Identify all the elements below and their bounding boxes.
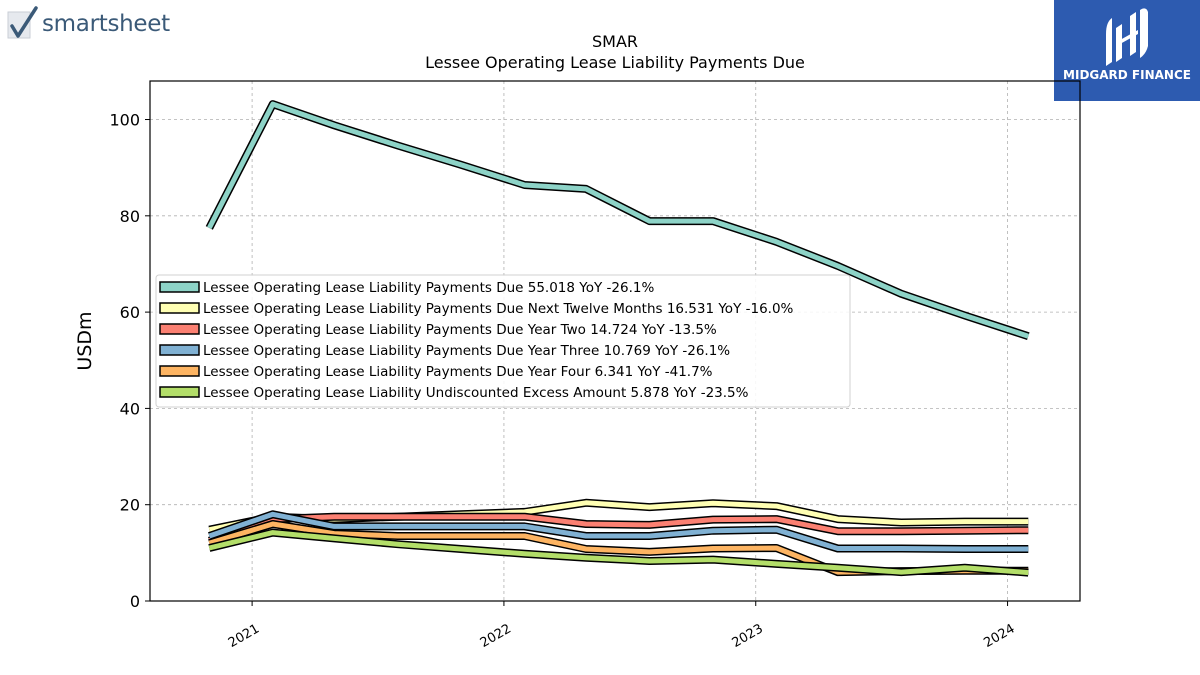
legend-swatch	[159, 344, 200, 356]
series-line	[208, 514, 1029, 544]
x-tick-label: 2023	[730, 621, 766, 651]
legend-entry: Lessee Operating Lease Liability Undisco…	[203, 385, 749, 401]
legend-entry: Lessee Operating Lease Liability Payment…	[203, 322, 717, 338]
series-2	[208, 512, 1029, 545]
x-axis-ticks: 2021 2022 2023 2024	[226, 601, 1018, 651]
legend-entry: Lessee Operating Lease Liability Payment…	[203, 280, 654, 296]
x-tick-label: 2024	[981, 621, 1017, 651]
legend-swatch	[159, 386, 200, 398]
legend-entry: Lessee Operating Lease Liability Payment…	[203, 301, 794, 317]
legend-swatch	[159, 365, 200, 377]
y-tick-label: 40	[120, 399, 140, 418]
checkmark-icon	[7, 6, 38, 39]
legend-swatch	[159, 281, 200, 293]
smartsheet-logo: smartsheet	[6, 4, 170, 44]
chart-subtitle: Lessee Operating Lease Liability Payment…	[425, 53, 805, 72]
series-line	[207, 101, 1030, 339]
legend-box	[155, 274, 851, 408]
legend-entry: Lessee Operating Lease Liability Payment…	[203, 364, 713, 380]
chart-title: SMAR	[592, 32, 638, 51]
legend-swatch	[159, 302, 200, 314]
series-lines	[205, 100, 1030, 577]
midgard-monogram-icon	[1106, 8, 1148, 66]
y-tick-label: 80	[120, 207, 140, 226]
legend: Lessee Operating Lease Liability Payment…	[155, 274, 851, 408]
series-3	[208, 510, 1029, 553]
plot-frame	[149, 80, 1081, 602]
midgard-finance-logo: MIDGARD FINANCE	[1054, 0, 1200, 101]
y-tick-label: 0	[130, 592, 140, 611]
series-5	[208, 528, 1029, 577]
series-line	[208, 511, 1029, 552]
y-tick-label: 20	[120, 496, 140, 515]
midgard-logo-text: MIDGARD FINANCE	[1063, 68, 1191, 82]
y-axis-label: USDm	[74, 311, 96, 370]
smartsheet-logo-text: smartsheet	[42, 11, 170, 37]
y-tick-label: 60	[120, 303, 140, 322]
legend-swatch	[159, 323, 200, 335]
series-line	[208, 530, 1029, 576]
x-tick-label: 2021	[226, 621, 262, 651]
y-axis-ticks: 0 20 40 60 80 100	[109, 111, 150, 611]
legend-entry: Lessee Operating Lease Liability Payment…	[203, 343, 730, 359]
series-0	[205, 100, 1030, 341]
y-tick-label: 100	[109, 111, 140, 130]
x-tick-label: 2022	[478, 621, 514, 651]
